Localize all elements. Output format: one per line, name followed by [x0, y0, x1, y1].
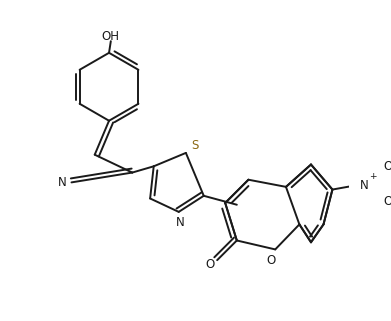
Text: OH: OH — [102, 30, 120, 43]
Text: N: N — [176, 216, 185, 229]
Text: O: O — [383, 195, 391, 208]
Text: O: O — [205, 258, 215, 271]
Text: S: S — [191, 139, 199, 152]
Text: O: O — [266, 254, 275, 267]
Text: +: + — [369, 172, 377, 181]
Text: O: O — [383, 160, 391, 173]
Text: N: N — [360, 178, 369, 192]
Text: N: N — [58, 176, 67, 189]
